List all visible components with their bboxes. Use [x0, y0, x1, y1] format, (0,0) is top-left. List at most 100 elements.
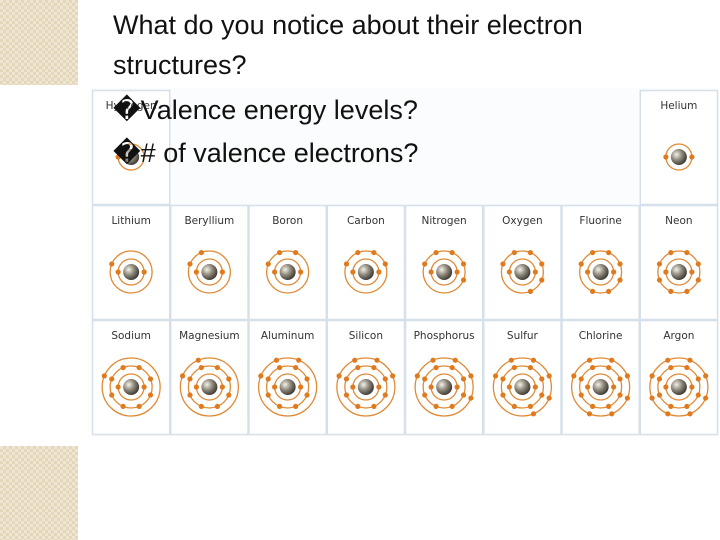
electron [376, 269, 382, 275]
decor-bottom [0, 446, 78, 540]
electron [527, 403, 534, 410]
cell [404, 204, 484, 321]
element-name: Silicon [349, 330, 383, 342]
electron [617, 376, 623, 382]
electron-shell [193, 373, 225, 401]
electron [115, 269, 121, 275]
nucleus [123, 149, 140, 165]
electron [265, 376, 271, 382]
electron [109, 376, 115, 382]
element-name: Fluorine [579, 215, 621, 227]
nucleus [670, 379, 687, 395]
electron [695, 392, 701, 398]
electron [508, 357, 514, 363]
electron [430, 357, 436, 363]
electron [298, 384, 304, 390]
element-name: Hydrogen [106, 100, 157, 112]
electron [589, 403, 596, 410]
electron-shell [109, 364, 154, 410]
shell-ring [109, 365, 153, 409]
electron [687, 357, 693, 363]
shell-ring [336, 357, 396, 417]
shell-ring [344, 365, 388, 409]
electron [179, 373, 186, 379]
nucleus [279, 379, 296, 395]
electron [539, 376, 545, 382]
electron [428, 269, 434, 275]
element-cell: Beryllium [170, 204, 249, 321]
nucleus [357, 264, 374, 280]
electron [468, 395, 474, 401]
electron [343, 261, 350, 267]
electron [193, 269, 199, 275]
electron-shell [422, 249, 467, 294]
element-name: Sodium [111, 330, 151, 342]
electron [500, 376, 506, 382]
element-cell: Oxygen [483, 204, 562, 321]
element-cell: Lithium [91, 204, 171, 321]
electron [433, 364, 439, 371]
electron [527, 249, 534, 256]
electron [293, 364, 299, 371]
electron [276, 249, 283, 256]
cell [91, 204, 171, 321]
electron-shell [350, 373, 382, 401]
cell [639, 89, 719, 206]
electron [198, 364, 204, 371]
element-name: Phosphorus [414, 330, 475, 342]
electron [187, 392, 193, 398]
electron [530, 357, 537, 363]
electron [265, 392, 271, 398]
electron [589, 288, 596, 295]
electron [449, 249, 455, 256]
electron-shell [115, 143, 145, 171]
electron [382, 261, 388, 267]
electron [609, 357, 615, 363]
nucleus [592, 379, 609, 395]
element-cell: Nitrogen [404, 204, 484, 321]
element-cell: Hydrogen [91, 89, 171, 206]
electron [606, 364, 612, 371]
electron [585, 269, 591, 275]
electron [198, 249, 204, 256]
electron [350, 269, 356, 275]
shell-ring [187, 250, 232, 294]
electron-shell [506, 258, 538, 286]
electron [511, 364, 517, 371]
electron [506, 384, 512, 390]
electron [689, 269, 695, 275]
shell-ring [422, 365, 466, 409]
element-name: Carbon [347, 215, 385, 227]
electron [668, 249, 674, 256]
electron [141, 269, 147, 275]
element-name: Magnesium [179, 330, 240, 342]
cell [170, 204, 249, 321]
shell-ring [109, 250, 153, 294]
shell-ring [578, 365, 623, 409]
cell [483, 204, 562, 321]
electron [433, 403, 439, 410]
electron [617, 277, 623, 283]
electron [376, 384, 382, 390]
electron [656, 376, 663, 382]
electron [500, 261, 506, 267]
element-cell: Neon [639, 204, 719, 321]
shell-ring [344, 250, 388, 294]
element-name: Boron [272, 215, 303, 227]
electron [665, 357, 671, 363]
element-cell: Sodium [91, 319, 171, 436]
electron [539, 277, 545, 283]
cell [639, 204, 719, 321]
electron-shell [663, 373, 695, 401]
electron [371, 403, 377, 410]
nucleus [123, 264, 140, 280]
electron [589, 249, 596, 256]
electron [371, 364, 377, 371]
electron-shell [343, 249, 388, 294]
shell-ring [657, 250, 701, 294]
electron [500, 392, 506, 398]
electron [695, 277, 701, 283]
electron [589, 364, 596, 371]
electron [120, 364, 126, 371]
